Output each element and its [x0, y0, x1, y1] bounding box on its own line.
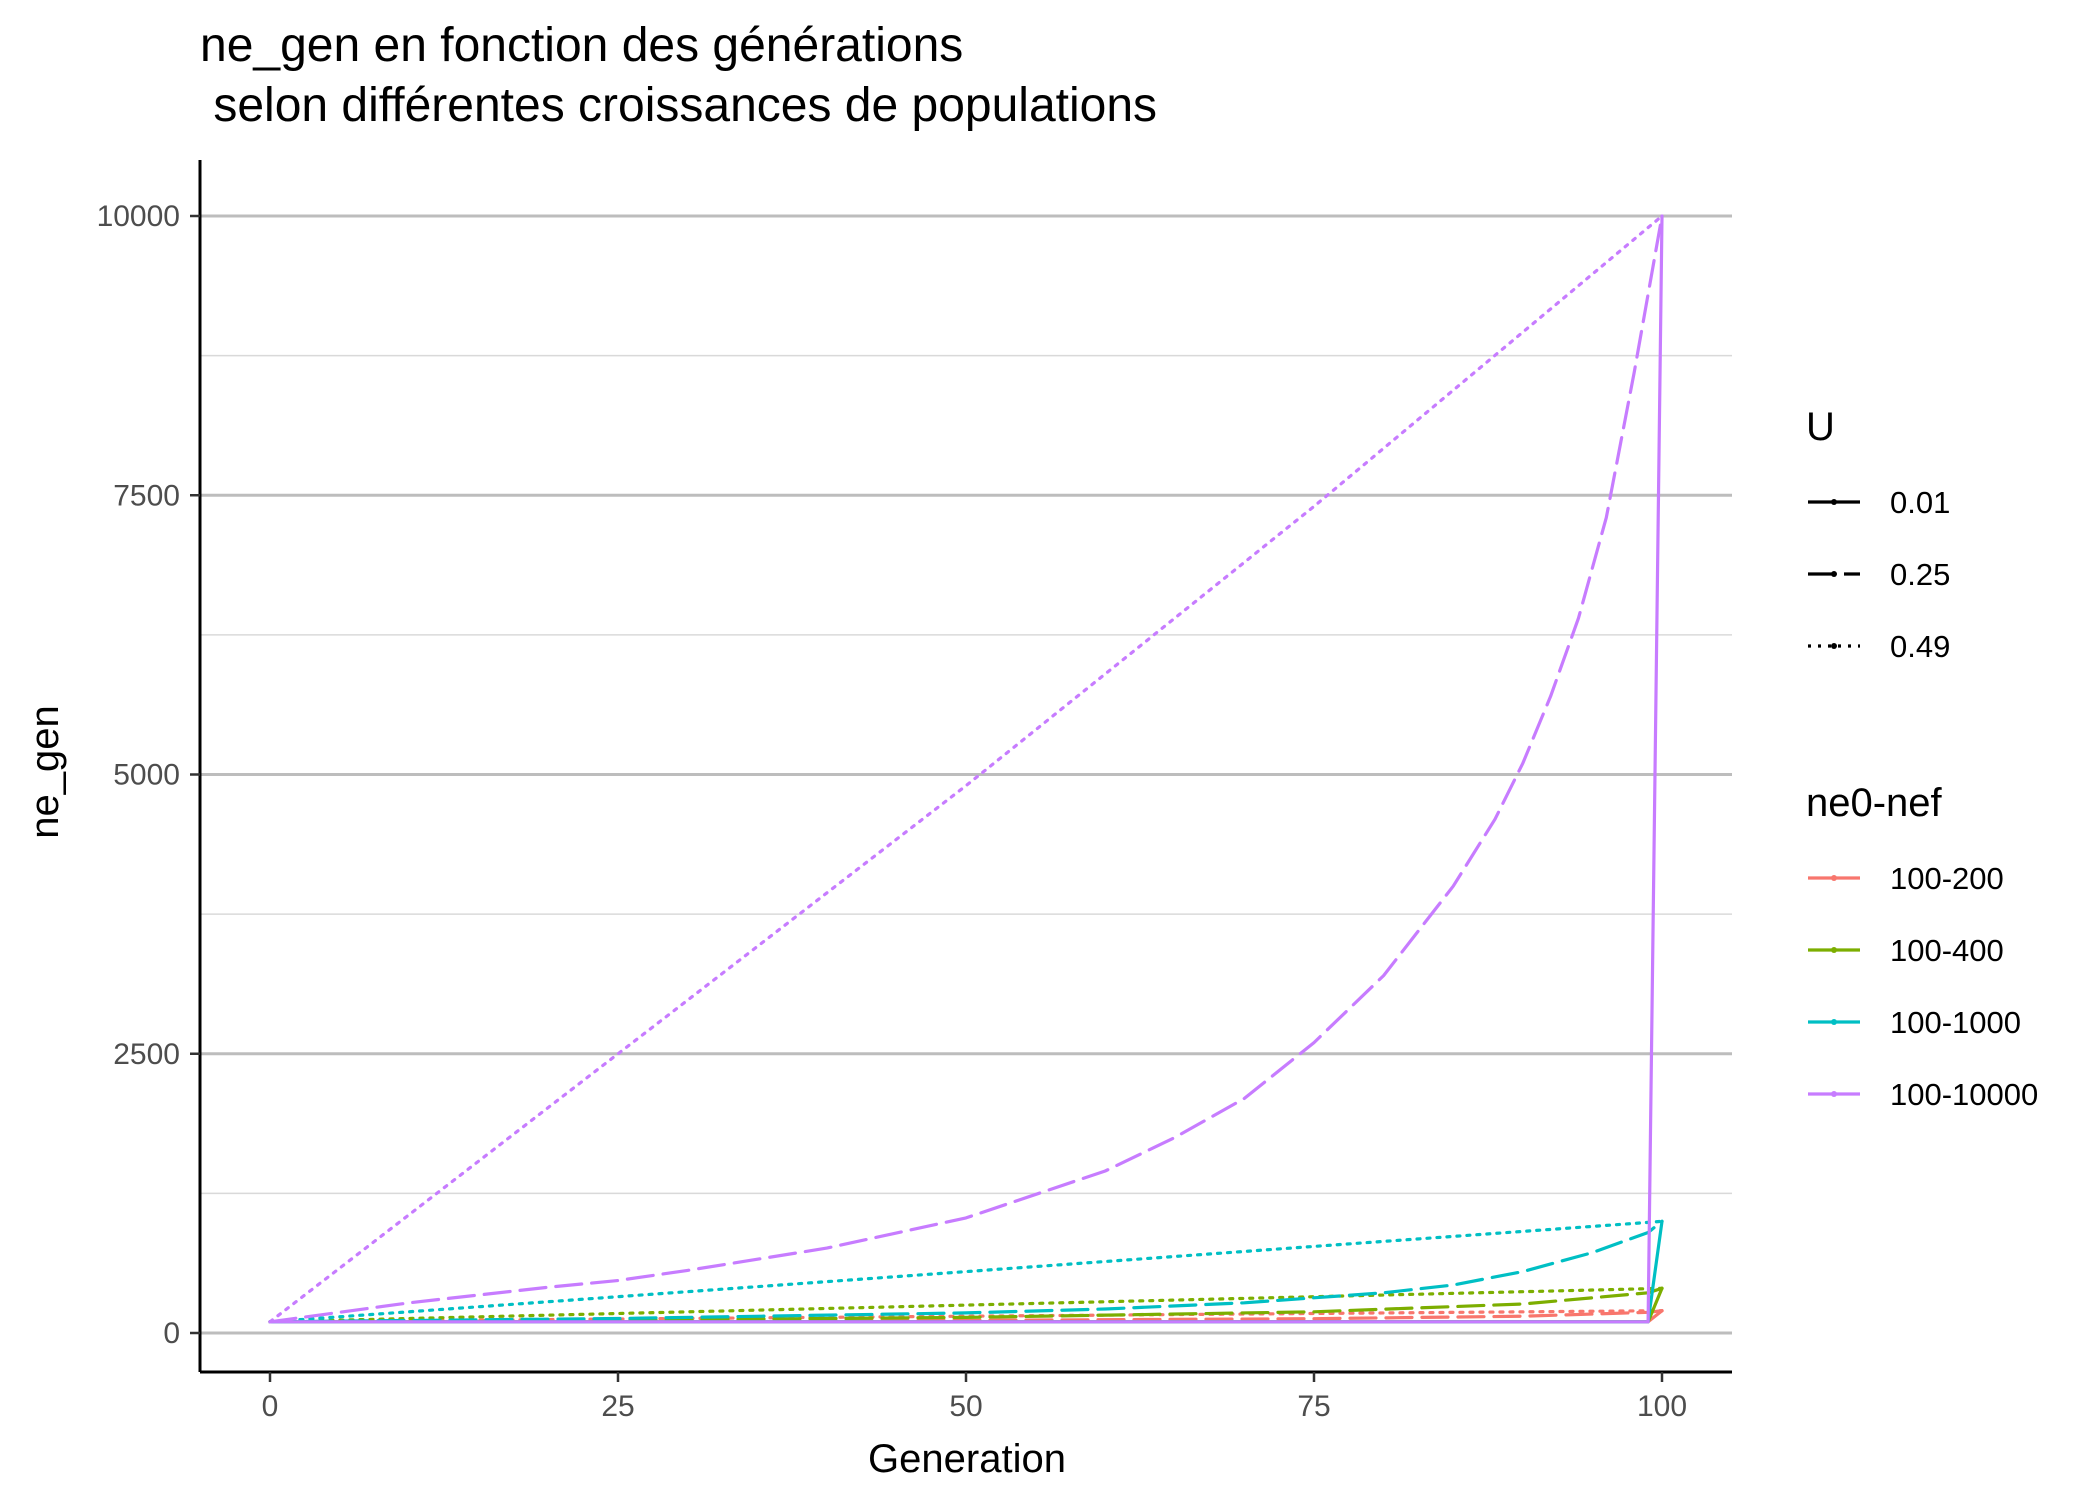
legend-nef-label-100-10000: 100-10000 [1890, 1077, 2038, 1112]
legend-u-key-dot [1831, 499, 1837, 505]
series-line-100-1000-U0.49 [268, 1219, 1664, 1324]
y-tick-label: 10000 [97, 200, 180, 233]
x-tick-label: 0 [262, 1390, 279, 1423]
legend-nef-label-100-1000: 100-1000 [1890, 1005, 2021, 1040]
y-tick-label: 0 [163, 1317, 180, 1350]
x-tick-label: 75 [1297, 1390, 1330, 1423]
grid-layer [200, 214, 1732, 1335]
legend-nef: ne0-nef 100-200 100-400 100-1000 100-10000 [1806, 781, 2038, 1112]
x-axis-title: Generation [868, 1437, 1066, 1481]
y-tick-label: 2500 [113, 1038, 180, 1071]
legend-nef-key-dot [1831, 875, 1837, 881]
y-tick-label: 5000 [113, 759, 180, 792]
legend-u: U 0.01 0.25 0.49 [1806, 405, 1950, 664]
y-tick-label: 7500 [113, 479, 180, 512]
legend-u-title: U [1806, 405, 1835, 449]
series-line-100-10000-U0.25 [268, 214, 1664, 1324]
series-line-100-10000-U0.49 [268, 214, 1664, 1324]
x-tick-label: 50 [949, 1390, 982, 1423]
series-line-100-400-U0.49 [268, 1286, 1664, 1324]
legend-nef-key-dot [1831, 1019, 1837, 1025]
series-layer [268, 214, 1664, 1324]
legend-nef-label-100-200: 100-200 [1890, 861, 2004, 896]
legend-u-key-dot [1831, 571, 1837, 577]
legend-u-label-0.49: 0.49 [1890, 629, 1950, 664]
y-axis-title: ne_gen [23, 705, 67, 838]
x-tick-label: 100 [1637, 1390, 1687, 1423]
legend-nef-title: ne0-nef [1806, 781, 1943, 825]
chart-title-line2: selon différentes croissances de populat… [200, 79, 1157, 132]
chart-title-line1: ne_gen en fonction des générations [200, 19, 963, 72]
series-line-100-1000-U0.25 [268, 1219, 1664, 1324]
tick-layer: 0 2500 5000 7500 10000 0 25 50 75 100 [97, 200, 1687, 1423]
series-line-100-10000-U0.01 [268, 214, 1664, 1324]
legend-nef-key-dot [1831, 947, 1837, 953]
legend-u-label-0.25: 0.25 [1890, 557, 1950, 592]
x-tick-label: 25 [601, 1390, 634, 1423]
legend-nef-label-100-400: 100-400 [1890, 933, 2004, 968]
legend-u-label-0.01: 0.01 [1890, 485, 1950, 520]
legend-u-key-dot [1831, 643, 1837, 649]
legend-nef-key-dot [1831, 1091, 1837, 1097]
